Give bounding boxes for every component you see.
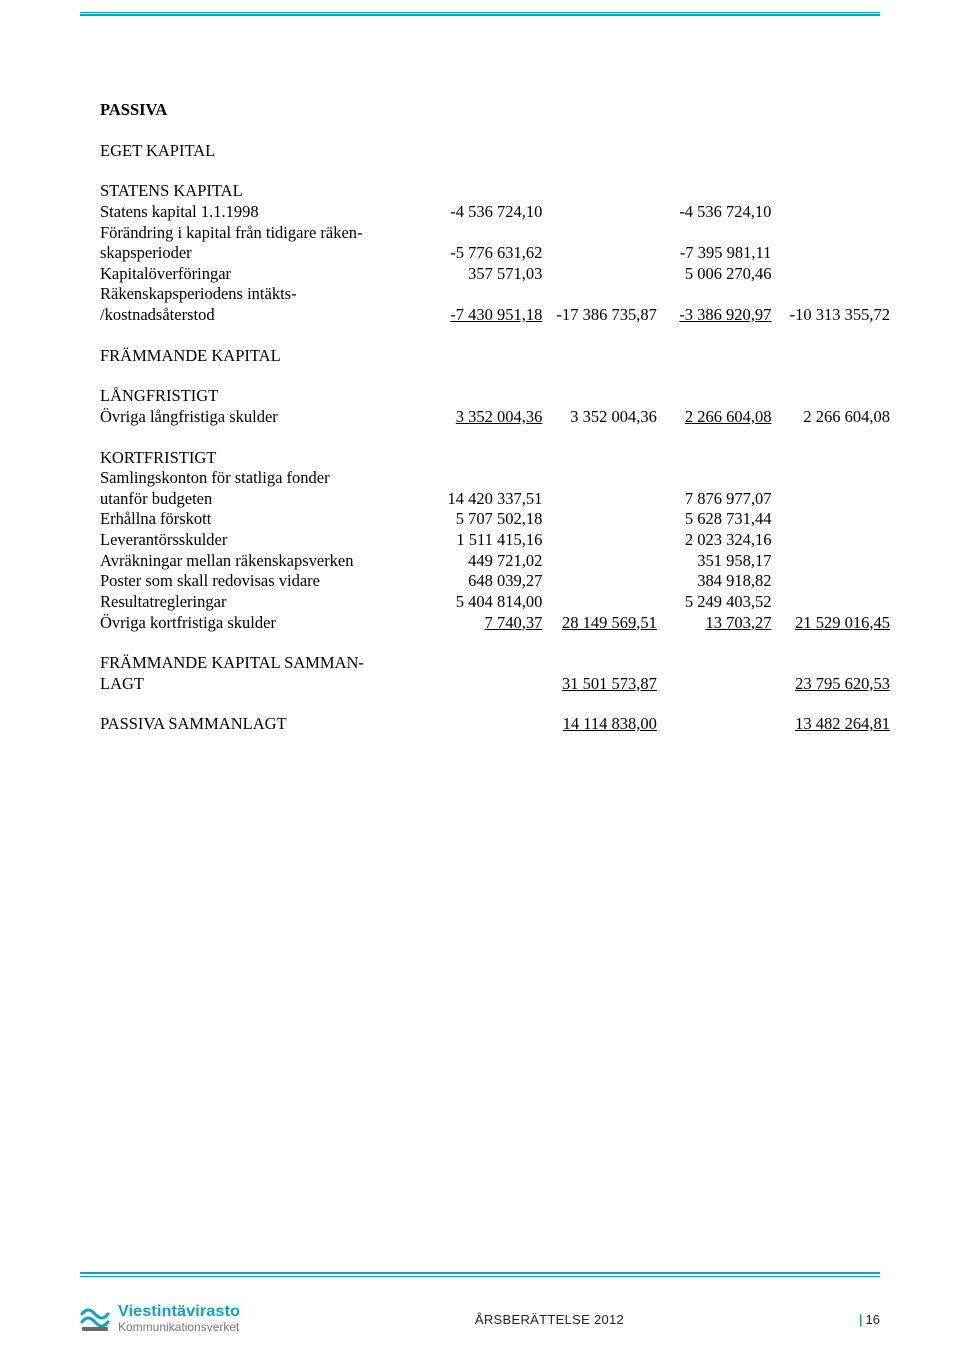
page-bar: | [859,1312,863,1327]
table-row: Poster som skall redovisas vidare 648 03… [100,571,890,592]
heading-langfristigt: LÅNGFRISTIGT [100,386,432,407]
logo-title: Viestintävirasto [118,1304,240,1321]
brand-logo: Viestintävirasto Kommunikationsverket [80,1304,240,1334]
footer-doc-title: ÅRSBERÄTTELSE 2012 [475,1312,624,1327]
cell: 28 149 569,51 [546,613,661,634]
cell: 14 420 337,51 [432,489,547,510]
row-label: Resultatregleringar [100,592,432,613]
cell: 14 114 838,00 [546,714,661,735]
bottom-page-rule [80,1272,880,1277]
cell: -7 430 951,18 [432,305,547,326]
heading-frammande-kapital: FRÄMMANDE KAPITAL [100,346,432,367]
cell: 3 352 004,36 [432,407,547,428]
row-label: Kapitalöverföringar [100,264,432,285]
cell: 648 039,27 [432,571,547,592]
cell: 5 006 270,46 [661,264,776,285]
cell: -17 386 735,87 [546,305,661,326]
top-page-rule [80,12,880,16]
page-number: |16 [859,1312,880,1327]
cell: -4 536 724,10 [661,202,776,223]
row-label: Övriga kortfristiga skulder [100,613,432,634]
row-label: Poster som skall redovisas vidare [100,571,432,592]
row-label: Avräkningar mellan räkenskapsverken [100,551,432,572]
table-row: LAGT 31 501 573,87 23 795 620,53 [100,674,890,695]
table-row: Övriga långfristiga skulder 3 352 004,36… [100,407,890,428]
table-row: /kostnadsåterstod -7 430 951,18 -17 386 … [100,305,890,326]
cell: 449 721,02 [432,551,547,572]
cell: 351 958,17 [661,551,776,572]
table-row: Räkenskapsperiodens intäkts- [100,284,890,305]
cell: -3 386 920,97 [661,305,776,326]
table-row: PASSIVA SAMMANLAGT 14 114 838,00 13 482 … [100,714,890,735]
heading-frammande-sammanlagt: FRÄMMANDE KAPITAL SAMMAN- [100,653,432,674]
cell: 2 266 604,08 [775,407,890,428]
cell: 13 482 264,81 [775,714,890,735]
row-label: Samlingskonton för statliga fonder [100,468,432,489]
table-row: Förändring i kapital från tidigare räken… [100,223,890,244]
row-label: Övriga långfristiga skulder [100,407,432,428]
cell: 23 795 620,53 [775,674,890,695]
row-label: Statens kapital 1.1.1998 [100,202,432,223]
cell: 357 571,03 [432,264,547,285]
cell: -10 313 355,72 [775,305,890,326]
table-row: Leverantörsskulder 1 511 415,16 2 023 32… [100,530,890,551]
heading-statens-kapital: STATENS KAPITAL [100,181,432,202]
cell: -5 776 631,62 [432,243,547,264]
table-row: Kapitalöverföringar 357 571,03 5 006 270… [100,264,890,285]
financial-table: PASSIVA EGET KAPITAL STATENS KAPITAL Sta… [100,100,890,735]
cell: 31 501 573,87 [546,674,661,695]
heading-passiva-sammanlagt: PASSIVA SAMMANLAGT [100,714,432,735]
balance-sheet-passiva: PASSIVA EGET KAPITAL STATENS KAPITAL Sta… [100,100,890,735]
logo-subtitle: Kommunikationsverket [118,1321,240,1334]
cell: -4 536 724,10 [432,202,547,223]
table-row: Erhållna förskott 5 707 502,18 5 628 731… [100,509,890,530]
cell: 2 266 604,08 [661,407,776,428]
row-label: skapsperioder [100,243,432,264]
heading-eget-kapital: EGET KAPITAL [100,141,432,162]
table-row: FRÄMMANDE KAPITAL SAMMAN- [100,653,890,674]
cell: 384 918,82 [661,571,776,592]
row-label: /kostnadsåterstod [100,305,432,326]
cell: 13 703,27 [661,613,776,634]
cell: 5 628 731,44 [661,509,776,530]
table-row: Statens kapital 1.1.1998 -4 536 724,10 -… [100,202,890,223]
heading-frammande-sammanlagt-2: LAGT [100,674,432,695]
page-num-value: 16 [866,1312,880,1327]
cell: -7 395 981,11 [661,243,776,264]
cell: 1 511 415,16 [432,530,547,551]
logo-icon [80,1304,110,1334]
cell: 21 529 016,45 [775,613,890,634]
cell: 5 404 814,00 [432,592,547,613]
table-row: Resultatregleringar 5 404 814,00 5 249 4… [100,592,890,613]
table-row: skapsperioder -5 776 631,62 -7 395 981,1… [100,243,890,264]
row-label: Erhållna förskott [100,509,432,530]
table-row: Övriga kortfristiga skulder 7 740,37 28 … [100,613,890,634]
cell: 2 023 324,16 [661,530,776,551]
cell: 5 707 502,18 [432,509,547,530]
row-label: utanför budgeten [100,489,432,510]
row-label: Leverantörsskulder [100,530,432,551]
table-row: Samlingskonton för statliga fonder [100,468,890,489]
page-footer: Viestintävirasto Kommunikationsverket ÅR… [80,1297,880,1341]
table-row: Avräkningar mellan räkenskapsverken 449 … [100,551,890,572]
table-row: utanför budgeten 14 420 337,51 7 876 977… [100,489,890,510]
cell: 7 740,37 [432,613,547,634]
cell: 5 249 403,52 [661,592,776,613]
heading-passiva: PASSIVA [100,100,432,121]
cell: 7 876 977,07 [661,489,776,510]
heading-kortfristigt: KORTFRISTIGT [100,448,432,469]
row-label: Förändring i kapital från tidigare räken… [100,223,432,244]
cell: 3 352 004,36 [546,407,661,428]
row-label: Räkenskapsperiodens intäkts- [100,284,432,305]
